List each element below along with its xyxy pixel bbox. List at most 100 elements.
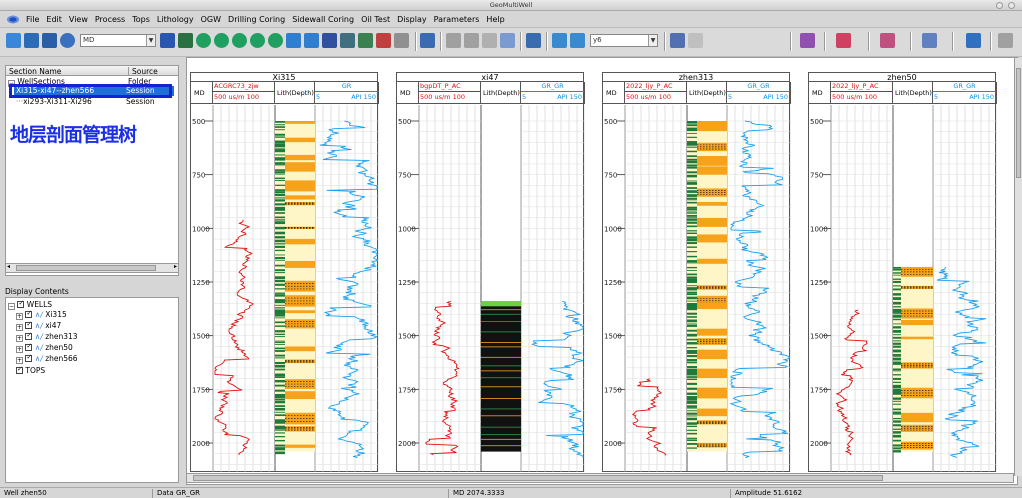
tops-checkbox[interactable]: [16, 365, 23, 374]
tops-node[interactable]: TOPS: [16, 365, 45, 375]
crossplot-icon[interactable]: [670, 33, 685, 48]
chart-icon[interactable]: [358, 33, 373, 48]
minimize-button[interactable]: [996, 2, 1003, 9]
md-track-header[interactable]: MD: [809, 82, 831, 104]
scrollbar-thumb[interactable]: [193, 475, 883, 481]
gr-track-header[interactable]: GR_GR 5 API 150: [727, 82, 791, 104]
correlation-icon[interactable]: [376, 33, 391, 48]
scroll-left-icon[interactable]: ◂: [7, 263, 11, 270]
well-checkbox[interactable]: [25, 320, 33, 329]
tree-item-session-2[interactable]: ···xi293-Xi311-Xi296 Session: [16, 97, 155, 106]
well-log-tracks[interactable]: 500 750 1000 1250 1500 1750 2000: [191, 105, 379, 472]
well-checkbox[interactable]: [25, 342, 33, 351]
gr-track-header[interactable]: GR_GR 5 API 150: [933, 82, 997, 104]
md-track-header[interactable]: MD: [603, 82, 625, 104]
md-combo[interactable]: MD ▼: [80, 34, 156, 47]
table-icon[interactable]: [304, 33, 319, 48]
lith-track-header[interactable]: Lith(Depth): [893, 82, 933, 104]
zoom-box-icon[interactable]: [232, 33, 247, 48]
pan-icon[interactable]: [178, 33, 193, 48]
menu-item-lithology[interactable]: Lithology: [156, 14, 194, 24]
section-name-column[interactable]: Section Name: [9, 67, 62, 76]
chevron-down-icon[interactable]: ▼: [146, 35, 155, 46]
md-track-header[interactable]: MD: [191, 82, 213, 104]
link-icon[interactable]: [966, 33, 981, 48]
menu-item-drilling-coring[interactable]: Drilling Coring: [228, 14, 286, 24]
well-checkbox[interactable]: [25, 353, 33, 362]
close-button[interactable]: [1008, 2, 1015, 9]
open-folder-icon[interactable]: [24, 33, 39, 48]
ac-track-header[interactable]: bgpDT_P_AC 500 us/m 100: [419, 82, 481, 104]
well-panel-zhen313[interactable]: zhen313 MD 2022_ljy_P_AC 500 us/m 100 Lith(D…: [602, 72, 791, 472]
source-column[interactable]: Source: [128, 67, 158, 76]
zoom-in-icon[interactable]: [196, 33, 211, 48]
expand-icon[interactable]: +: [16, 346, 23, 353]
export-icon[interactable]: [922, 33, 937, 48]
lith-track-header[interactable]: Lith(Depth): [275, 82, 315, 104]
tracks-icon[interactable]: [322, 33, 337, 48]
menu-item-parameters[interactable]: Parameters: [433, 14, 480, 24]
curve-icon[interactable]: [500, 33, 515, 48]
well-node-zhen50[interactable]: + ∧∕ zhen50: [16, 342, 73, 353]
wells-node[interactable]: − WELLS: [8, 299, 52, 310]
refresh-icon[interactable]: [60, 33, 75, 48]
style-icon[interactable]: [880, 33, 895, 48]
delete-icon[interactable]: [482, 33, 497, 48]
ac-track-header[interactable]: ACGRC73_zjw 500 us/m 100: [213, 82, 275, 104]
zoom-fit-icon[interactable]: [268, 33, 283, 48]
menu-item-file[interactable]: File: [26, 14, 40, 24]
well-panel-xi47[interactable]: xi47 MD bgpDT_P_AC 500 us/m 100 Lith(Depth) G…: [396, 72, 585, 472]
scroll-right-icon[interactable]: ▸: [173, 263, 177, 270]
vertical-scrollbar[interactable]: [1014, 58, 1022, 476]
annotate-icon[interactable]: [552, 33, 567, 48]
menu-item-display[interactable]: Display: [397, 14, 427, 24]
save-icon[interactable]: [42, 33, 57, 48]
expand-icon[interactable]: +: [16, 357, 23, 364]
wells-checkbox[interactable]: [17, 299, 25, 308]
chevron-down-icon[interactable]: ▼: [648, 35, 657, 46]
expand-icon[interactable]: +: [16, 324, 23, 331]
zoom-reset-icon[interactable]: [250, 33, 265, 48]
collapse-icon[interactable]: −: [8, 303, 15, 310]
layers-icon[interactable]: [340, 33, 355, 48]
well-node-xi47[interactable]: + ∧∕ xi47: [16, 320, 61, 331]
back-arrow-icon[interactable]: [446, 33, 461, 48]
md-track-header[interactable]: MD: [397, 82, 419, 104]
new-well-icon[interactable]: [6, 33, 21, 48]
edit-curve-icon[interactable]: [526, 33, 541, 48]
well-log-tracks[interactable]: 500 750 1000 1250 1500 1750 2000: [603, 105, 791, 472]
gr-track-header[interactable]: GR_GR 5 API 150: [521, 82, 585, 104]
add-track-icon[interactable]: [688, 33, 703, 48]
menu-item-oil-test[interactable]: Oil Test: [361, 14, 391, 24]
scrollbar-thumb[interactable]: [16, 265, 156, 271]
menu-item-process[interactable]: Process: [94, 14, 126, 24]
undo-icon[interactable]: [394, 33, 409, 48]
well-panel-xi315[interactable]: Xi315 MD ACGRC73_zjw 500 us/m 100 Lith(Depth…: [190, 72, 379, 472]
grid-icon[interactable]: [286, 33, 301, 48]
tree-item-session-1[interactable]: Xi315-xi47--zhen566 Session: [14, 86, 174, 96]
section-tree-scrollbar[interactable]: ◂ ▸: [5, 263, 179, 273]
menu-item-help[interactable]: Help: [486, 14, 505, 24]
scrollbar-thumb[interactable]: [1016, 68, 1021, 178]
well-checkbox[interactable]: [25, 331, 33, 340]
well-node-zhen566[interactable]: + ∧∕ zhen566: [16, 353, 78, 364]
pick-icon[interactable]: [570, 33, 585, 48]
well-log-tracks[interactable]: 500 750 1000 1250 1500 1750 2000: [397, 105, 585, 472]
lith-track-header[interactable]: Lith(Depth): [687, 82, 727, 104]
palette-icon[interactable]: [800, 33, 815, 48]
well-node-zhen313[interactable]: + ∧∕ zhen313: [16, 331, 78, 342]
ac-track-header[interactable]: 2022_ljy_P_AC 500 us/m 100: [625, 82, 687, 104]
gr-track-header[interactable]: GR 5 API 150: [315, 82, 379, 104]
menu-item-view[interactable]: View: [68, 14, 88, 24]
menu-item-ogw[interactable]: OGW: [200, 14, 222, 24]
lith-track-header[interactable]: Lith(Depth): [481, 82, 521, 104]
well-panel-zhen50[interactable]: zhen50 MD 2022_ljy_P_AC 500 us/m 100 Lith(De…: [808, 72, 997, 472]
menu-item-tops[interactable]: Tops: [132, 14, 150, 24]
menu-item-sidewall-coring[interactable]: Sidewall Coring: [292, 14, 355, 24]
expand-icon[interactable]: +: [16, 313, 23, 320]
forward-arrow-icon[interactable]: [464, 33, 479, 48]
fill-icon[interactable]: [836, 33, 851, 48]
y-combo[interactable]: y6 ▼: [590, 34, 658, 47]
zoom-out-icon[interactable]: [214, 33, 229, 48]
well-log-tracks[interactable]: 500 750 1000 1250 1500 1750 2000: [809, 105, 997, 472]
